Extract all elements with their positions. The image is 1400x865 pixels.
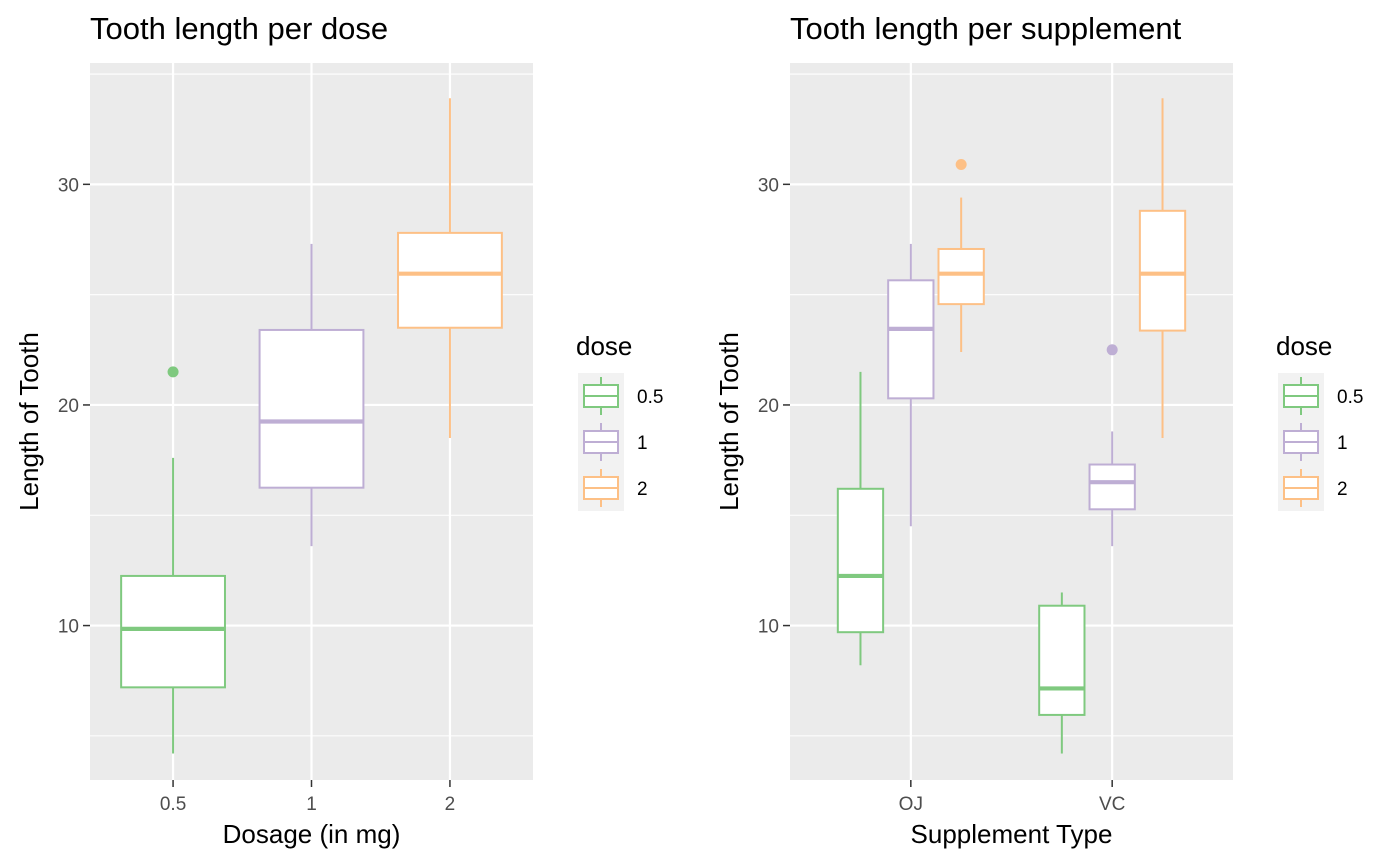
chart-panel-2: 10 20 30 OJ VC Tooth length per supplement Sup… [714, 11, 1363, 849]
box-0.5-VC [1038, 592, 1086, 754]
box-body [120, 574, 226, 689]
x-tick-label: 0.5 [160, 794, 186, 815]
legend-label: 2 [637, 479, 648, 500]
legend-title: dose [1276, 331, 1332, 361]
x-tick-label: OJ [899, 794, 923, 815]
chart-title: Tooth length per dose [90, 11, 388, 46]
legend-label: 1 [637, 433, 648, 454]
box-1-VC [1088, 344, 1136, 547]
x-axis-title: Supplement Type [911, 819, 1113, 849]
box-1-OJ [887, 243, 935, 527]
box-body [397, 231, 503, 329]
legend-key-2 [1278, 465, 1324, 511]
outlier-point [955, 158, 967, 170]
x-tick-label: 2 [445, 794, 456, 815]
y-axis-title: Length of Tooth [714, 332, 744, 511]
box-0.5-OJ [836, 371, 885, 666]
legend: dose 0.5 1 2 [576, 331, 663, 511]
chart-panel-1: 10 20 30 0.5 1 2 Tooth length per dose Dosage (… [14, 11, 663, 849]
y-tick-label: 10 [758, 617, 779, 638]
box-body [1138, 209, 1187, 332]
legend-title: dose [576, 331, 632, 361]
legend: dose 0.5 1 2 [1276, 331, 1363, 511]
box-1-1 [258, 243, 365, 547]
y-tick-label: 20 [758, 396, 779, 417]
legend-key-1 [1278, 419, 1324, 465]
y-tick-label: 20 [58, 396, 79, 417]
panel-background [790, 63, 1233, 780]
y-tick-label: 30 [758, 175, 779, 196]
box-body [1088, 463, 1136, 511]
x-axis-title: Dosage (in mg) [223, 819, 401, 849]
y-axis-title: Length of Tooth [14, 332, 44, 511]
outlier-point [1106, 344, 1118, 356]
y-tick-label: 10 [58, 617, 79, 638]
x-tick-label: 1 [306, 794, 317, 815]
box-2-VC [1138, 98, 1187, 439]
box-body [887, 279, 935, 400]
box-body [836, 487, 885, 634]
outlier-point [167, 366, 179, 378]
legend-key-2 [578, 465, 624, 511]
box-body [1038, 604, 1086, 716]
box-body [258, 328, 365, 489]
legend-key-0.5 [1278, 373, 1324, 419]
legend-label: 0.5 [1337, 387, 1363, 408]
legend-label: 1 [1337, 433, 1348, 454]
legend-key-0.5 [578, 373, 624, 419]
box-2-OJ [937, 158, 985, 353]
legend-label: 0.5 [637, 387, 663, 408]
chart-title: Tooth length per supplement [790, 11, 1182, 46]
box-body [937, 247, 985, 306]
y-tick-label: 30 [58, 175, 79, 196]
x-tick-label: VC [1099, 794, 1125, 815]
legend-key-1 [578, 419, 624, 465]
legend-label: 2 [1337, 479, 1348, 500]
box-2-2 [397, 98, 503, 439]
box-0.5-0.5 [120, 366, 226, 754]
